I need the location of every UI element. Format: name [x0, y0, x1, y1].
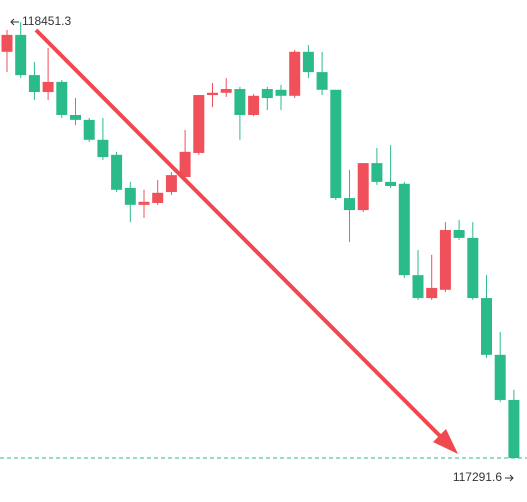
candle-body: [97, 139, 109, 158]
candle-body: [124, 187, 136, 205]
candle-body: [138, 201, 150, 205]
candle-body: [70, 114, 81, 120]
trend-arrow: [34, 28, 449, 445]
candle-body: [234, 89, 246, 115]
candle-body: [357, 163, 369, 211]
candle-body: [426, 287, 438, 299]
candle-body: [316, 72, 328, 90]
candle-body: [56, 81, 68, 115]
candle-body: [508, 399, 520, 459]
candle-body: [494, 354, 506, 400]
candle-body: [83, 119, 95, 140]
candle-body: [1, 34, 13, 52]
candle-body: [111, 154, 123, 190]
candle-body: [385, 181, 397, 187]
candles: [0, 21, 527, 459]
max-arrow-head: [10, 18, 15, 26]
min-marker: 117291.6: [453, 470, 514, 484]
candle-body: [28, 75, 40, 93]
candle-body: [42, 81, 54, 93]
candle-body: [344, 198, 355, 211]
trend-arrow-head: [433, 429, 458, 454]
candle-body: [275, 89, 287, 96]
candle-body: [193, 95, 205, 153]
candle-body: [330, 89, 342, 199]
candle-body: [412, 275, 424, 299]
candle-body: [371, 163, 383, 182]
candle-body: [453, 230, 465, 238]
candle-body: [261, 89, 273, 99]
candle-body: [152, 192, 164, 203]
candle-body: [248, 95, 260, 115]
candle-body: [481, 298, 492, 355]
candle-body: [165, 175, 177, 193]
max-marker: 118451.3: [10, 14, 71, 28]
candle-body: [220, 89, 232, 93]
candle-body: [398, 183, 410, 276]
candle-body: [467, 237, 479, 299]
min-arrow-head: [509, 474, 514, 482]
candle-body: [207, 92, 218, 96]
candle-body: [439, 230, 451, 290]
candle-body: [302, 51, 314, 73]
candle-body: [15, 34, 27, 76]
max-price-label: 118451.3: [22, 14, 71, 28]
candle-body: [289, 51, 301, 96]
candle-body: [179, 151, 191, 178]
min-price-label: 117291.6: [453, 470, 502, 484]
